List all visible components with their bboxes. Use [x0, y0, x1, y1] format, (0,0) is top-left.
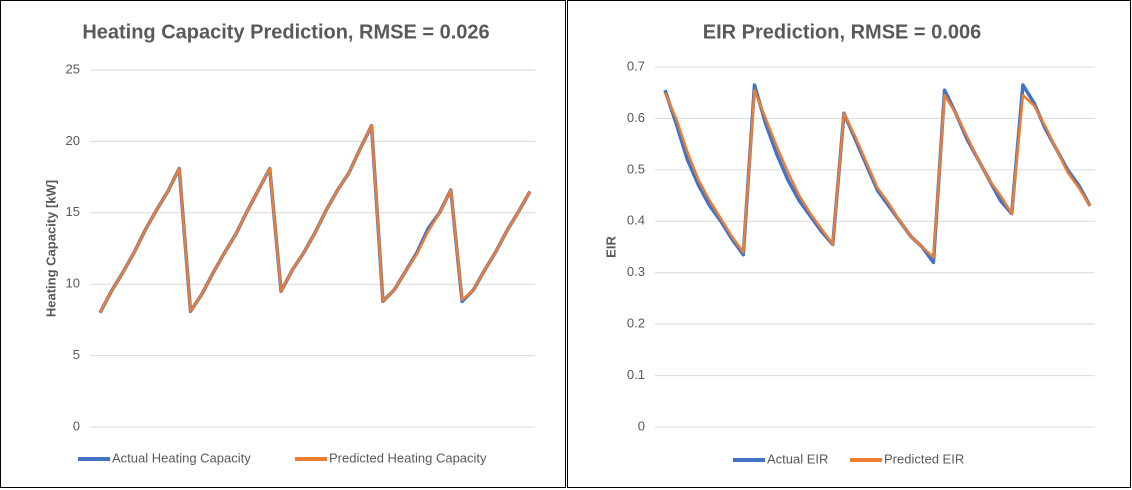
y-tick-label: 0 — [73, 418, 80, 433]
legend-label: Actual Heating Capacity — [112, 450, 251, 465]
y-tick-label: 0.1 — [627, 367, 645, 382]
y-tick-label: 25 — [66, 61, 80, 76]
y-tick-label: 20 — [66, 133, 80, 148]
y-tick-label: 0.3 — [627, 264, 645, 279]
y-tick-label: 10 — [66, 276, 80, 291]
legend-label: Actual EIR — [767, 451, 828, 466]
right-panel — [567, 0, 1131, 488]
y-tick-label: 0.6 — [627, 110, 645, 125]
y-tick-label: 0 — [638, 418, 645, 433]
series-line — [663, 88, 1092, 259]
left-panel — [0, 0, 566, 488]
y-tick-label: 0.2 — [627, 316, 645, 331]
chart-title: EIR Prediction, RMSE = 0.006 — [703, 21, 981, 43]
y-tick-label: 0.5 — [627, 161, 645, 176]
y-tick-label: 0.7 — [627, 58, 645, 73]
y-axis-label: EIR — [603, 236, 618, 258]
y-tick-label: 15 — [66, 204, 80, 219]
series-line — [98, 124, 532, 314]
legend-label: Predicted EIR — [884, 451, 964, 466]
y-tick-label: 5 — [73, 347, 80, 362]
y-tick-label: 0.4 — [627, 213, 645, 228]
legend-label: Predicted Heating Capacity — [329, 450, 487, 465]
chart-title: Heating Capacity Prediction, RMSE = 0.02… — [82, 21, 489, 43]
y-axis-label: Heating Capacity [kW] — [43, 180, 58, 317]
